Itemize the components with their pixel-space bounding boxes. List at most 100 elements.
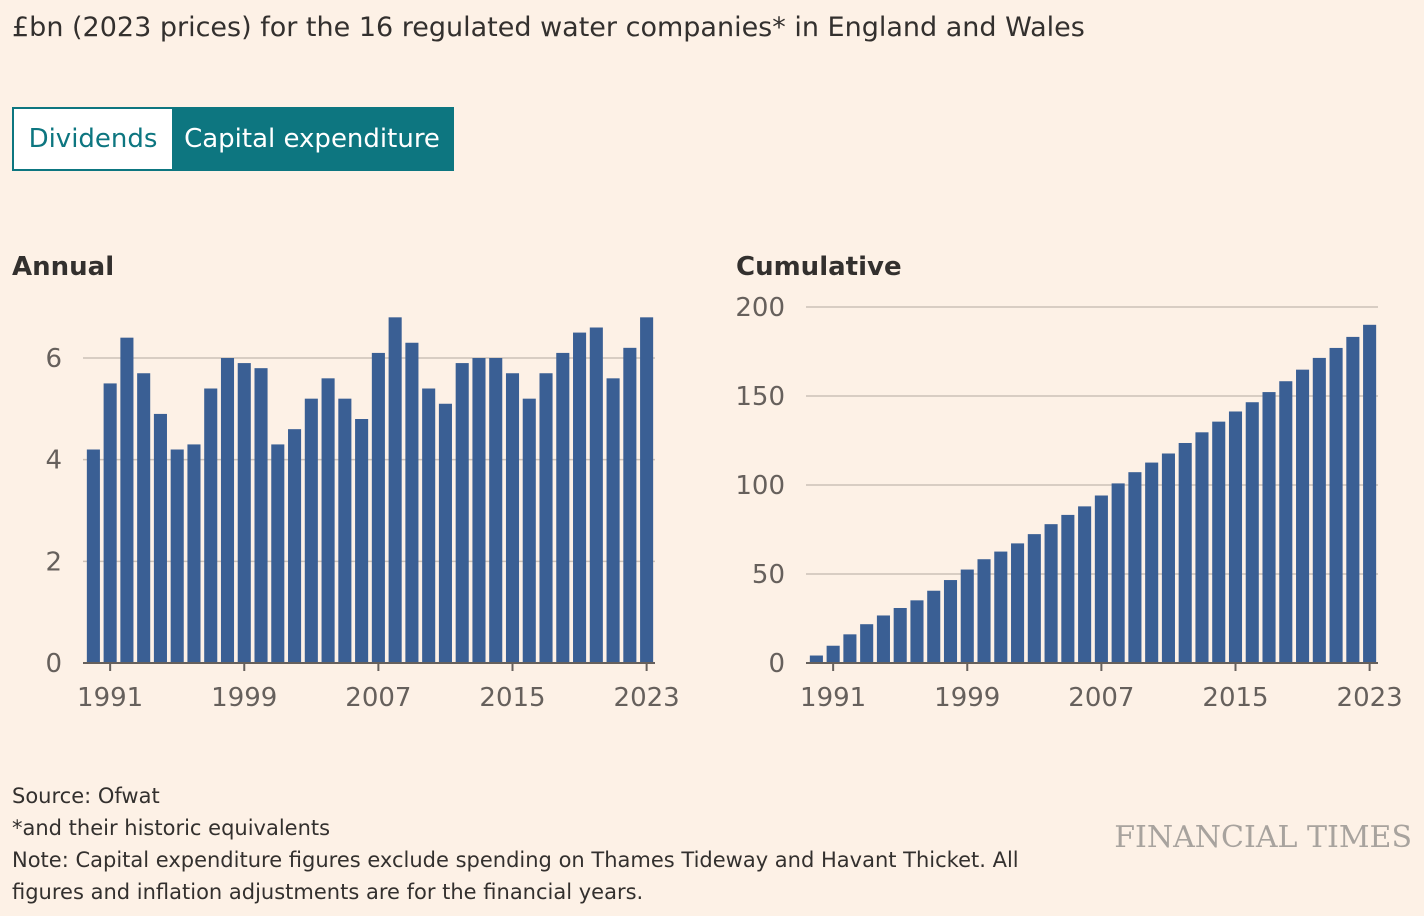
annual-bar [573,332,587,663]
annual-bar [103,383,117,663]
cumulative-bar [1195,432,1209,663]
annual-bar [137,373,151,663]
cumulative-x-tick-label: 1999 [934,683,1000,713]
annual-x-tick-label: 2023 [614,683,680,713]
cumulative-bar [1228,411,1243,663]
cumulative-bar [826,645,840,663]
cumulative-bar [1027,534,1041,663]
cumulative-bar [1111,483,1125,663]
cumulative-bar [1262,392,1276,663]
annual-bar [505,373,520,663]
footnotes: Source: Ofwat *and their historic equiva… [12,780,1019,908]
annual-y-tick-label: 2 [45,547,62,577]
annual-bar [271,444,285,663]
annual-bar [640,317,654,663]
cumulative-bar [1178,442,1192,663]
annual-bar [455,363,469,663]
annual-bar [355,419,369,663]
annual-bar [606,378,620,663]
cumulative-y-tick-label: 150 [735,382,785,412]
cumulative-bar [876,615,890,663]
annual-bar [422,388,436,663]
annual-y-tick-label: 0 [45,649,62,679]
cumulative-bar [1128,472,1142,663]
annual-bar [153,413,167,663]
annual-bar [187,444,201,663]
cumulative-x-tick-label: 2023 [1337,683,1403,713]
toggle-capital-expenditure-button[interactable]: Capital expenditure [172,109,452,169]
annual-bar [623,347,637,663]
annual-bar [405,342,419,663]
cumulative-bar [1363,324,1377,663]
annual-bar [220,358,235,663]
cumulative-bar [860,624,874,663]
cumulative-bar [1346,336,1360,663]
cumulative-bar [1245,402,1259,663]
cumulative-bar [994,551,1008,663]
annual-bar [489,358,503,663]
annual-bar [237,363,251,663]
cumulative-y-tick-label: 200 [735,293,785,323]
annual-bar [556,352,570,663]
annual-bar [338,398,352,663]
cumulative-bar [960,569,974,663]
cumulative-bar [1279,381,1293,663]
cumulative-x-tick-label: 2015 [1202,683,1268,713]
cumulative-bar [1078,506,1092,663]
annual-bar [86,449,100,663]
charts-svg: 0 2 4 6 1991 1999 2007 2015 2023 0 50 100 150 200 1991… [45,293,1403,713]
cumulative-x-tick-label: 2007 [1068,683,1134,713]
annual-x-tick-label: 2015 [479,683,545,713]
cumulative-bar [1212,421,1226,663]
annual-x-tick-label: 2007 [345,683,411,713]
source-note: Source: Ofwat [12,784,160,808]
annual-bar [170,449,184,663]
cumulative-bar [1094,495,1108,663]
cumulative-bar [910,600,924,663]
cumulative-bar [1011,543,1025,663]
cumulative-bar [1161,453,1175,663]
annual-x-tick-label: 1999 [211,683,277,713]
annual-bar [371,352,385,663]
annual-bar [204,388,218,663]
annual-bar [254,368,268,663]
cumulative-bar [1329,347,1343,663]
cumulative-bar [809,655,823,663]
cumulative-bar [927,590,941,663]
cumulative-bar [1061,514,1075,663]
cumulative-bar [1296,369,1310,663]
annual-bar [539,373,553,663]
cumulative-bar [893,607,907,663]
cumulative-bar [1145,462,1159,663]
cumulative-chart-title: Cumulative [736,252,902,282]
cumulative-x-tick-label: 1991 [800,683,866,713]
cumulative-y-tick-label: 50 [752,560,785,590]
cumulative-bar [1312,357,1326,663]
cumulative-y-tick-label: 100 [735,471,785,501]
annual-bar [472,358,486,663]
cumulative-y-tick-label: 0 [768,649,785,679]
annual-bar [522,398,536,663]
annual-bar [438,403,452,663]
metric-toggle: Dividends Capital expenditure [12,107,454,171]
methodology-note-line-2: figures and inflation adjustments are fo… [12,880,644,904]
cumulative-bar [977,559,991,663]
annual-y-tick-label: 6 [45,344,62,374]
annual-bar [589,327,603,663]
asterisk-note: *and their historic equivalents [12,816,331,840]
methodology-note-line-1: Note: Capital expenditure figures exclud… [12,848,1019,872]
cumulative-bar [943,580,958,663]
annual-chart-title: Annual [12,252,115,282]
cumulative-bar [1044,524,1058,663]
chart-subtitle: £bn (2023 prices) for the 16 regulated w… [12,12,1085,43]
annual-y-tick-label: 4 [45,446,62,476]
annual-bar [120,337,134,663]
ft-logo: FINANCIAL TIMES [1114,820,1412,855]
annual-x-tick-label: 1991 [77,683,143,713]
annual-bar [288,429,302,663]
cumulative-bar [843,634,857,663]
toggle-dividends-button[interactable]: Dividends [14,109,172,169]
annual-bar [321,378,335,663]
annual-bar [304,398,318,663]
annual-bar [388,317,402,663]
